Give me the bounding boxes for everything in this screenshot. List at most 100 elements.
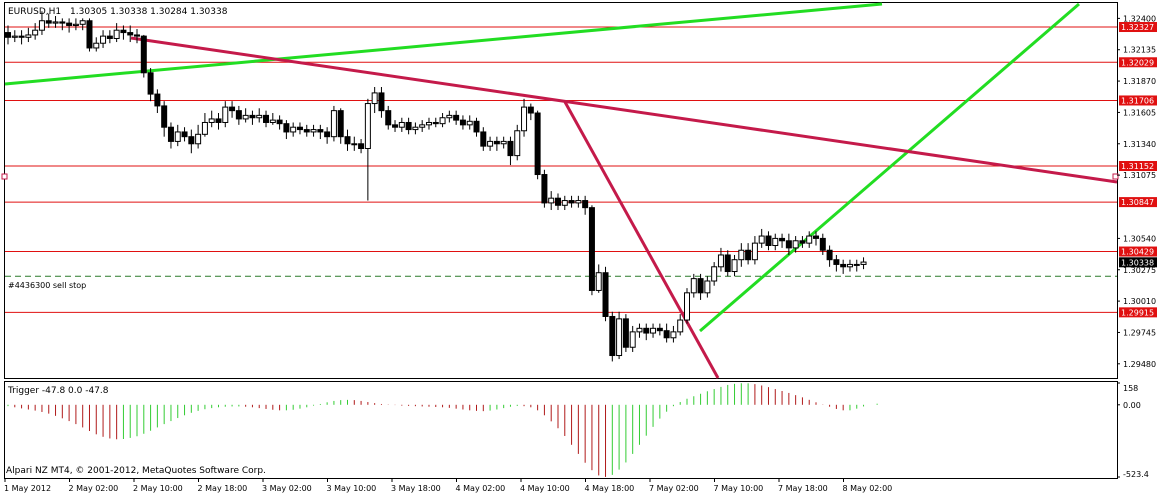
trigger-histogram [7, 383, 878, 477]
candle-body-bull [514, 130, 521, 157]
candle-body-bear [385, 110, 392, 126]
price-level-box [1119, 22, 1157, 33]
candle-body-bull [412, 126, 419, 131]
candle-body-bull [174, 131, 181, 142]
candle-body-bull [310, 129, 317, 133]
candle-body-bear [826, 249, 833, 261]
candle-body-bear [188, 136, 195, 145]
price-level-label: 1.30847 [1121, 198, 1154, 207]
candle-body-bear [5, 32, 11, 38]
candle-body-bear [785, 240, 792, 249]
candle-body-bear [779, 237, 786, 242]
price-tick-label: 1.32400 [1123, 14, 1156, 23]
price-level-label: 1.32029 [1121, 58, 1154, 67]
bear-trendline-long[interactable] [130, 36, 1118, 184]
price-level-label: 1.31706 [1121, 96, 1154, 105]
time-tick-label: 2 May 10:00 [133, 484, 183, 493]
candle-body-bear [588, 207, 595, 291]
price-level-label: 1.32327 [1121, 23, 1154, 32]
candle-body-bear [45, 20, 52, 24]
trendlines[interactable] [1, 2, 1119, 379]
price-tick-label: 1.31605 [1123, 108, 1156, 117]
candle-body-bear [813, 235, 820, 239]
candle-body-bear [554, 197, 561, 206]
price-level-box [1119, 95, 1157, 106]
candle-body-bull [446, 114, 453, 119]
candle-body-bear [493, 140, 500, 145]
bull-trendline-upper[interactable] [4, 2, 883, 86]
candle-body-bear [337, 110, 344, 138]
candle-body-bull [521, 106, 528, 132]
candle-body-bull [364, 103, 371, 150]
trend-anchor[interactable] [1, 173, 8, 180]
candle-body-bear [106, 35, 113, 39]
bear-trendline-steep[interactable] [563, 101, 720, 379]
candle-body-bull [52, 21, 59, 24]
candle-body-bear [249, 114, 256, 119]
candle-body-bear [86, 20, 93, 49]
candle-body-bear [480, 131, 487, 147]
candle-body-bear [765, 235, 772, 247]
candle-body-bear [697, 278, 704, 294]
candle-body-bull [466, 120, 473, 126]
time-tick-label: 4 May 18:00 [585, 484, 635, 493]
candle-body-bear [622, 318, 629, 348]
candle-body-bull [575, 200, 582, 204]
candle-body-bear [609, 315, 616, 357]
candle-body-bear [799, 240, 806, 244]
candle-body-bear [724, 254, 731, 273]
trend-anchor[interactable] [1112, 173, 1119, 180]
candle-body-bull [717, 254, 724, 268]
candle-body-bull [256, 114, 263, 119]
price-tick-label: 1.30540 [1123, 234, 1156, 243]
time-tick-label: 3 May 18:00 [391, 484, 441, 493]
candle-body-bear [317, 129, 324, 133]
candle-body-bull [419, 124, 426, 128]
candle-body-bull [636, 327, 643, 333]
candle-body-bear [215, 118, 222, 123]
candle-body-bear [405, 121, 412, 131]
candle-body-bear [602, 272, 609, 317]
candle-body-bull [72, 23, 79, 26]
indicator-title: Trigger -47.8 0.0 -47.8 [7, 386, 109, 396]
candle-body-bull [290, 126, 297, 133]
candle-body-bear [534, 112, 541, 176]
candle-body-bear [18, 35, 25, 38]
candle-body-bear [181, 131, 188, 138]
candle-body-bear [378, 92, 385, 112]
candle-body-bear [453, 114, 460, 121]
candle-body-bear [154, 93, 161, 107]
candle-body-bull [25, 34, 32, 38]
price-tick-label: 1.32135 [1123, 46, 1156, 55]
horizontal-levels[interactable]: 1.32327 1.32029 1.31706 1.31152 1.30847 1.304… [5, 22, 1157, 318]
candle-body-bull [792, 240, 799, 249]
candle-body-bull [100, 35, 107, 44]
candle-body-bear [120, 29, 127, 34]
indicator-tick-label: 158 [1123, 384, 1138, 393]
candle-body-bear [392, 124, 399, 128]
time-tick-label: 7 May 18:00 [778, 484, 828, 493]
candle-body-bull [738, 249, 745, 261]
candle-body-bear [663, 330, 670, 339]
candle-body-bear [527, 106, 534, 114]
candle-body-bull [806, 235, 813, 244]
time-tick-label: 1 May 2012 [4, 484, 51, 493]
candle-body-bull [330, 110, 337, 138]
candle-body-bear [324, 131, 331, 138]
bull-trendline-lower[interactable] [699, 2, 1080, 333]
candle-body-bear [432, 121, 439, 125]
time-tick-label: 2 May 18:00 [198, 484, 248, 493]
candle-body-bull [242, 114, 249, 120]
candle-body-bull [208, 118, 215, 123]
candle-body-bull [439, 117, 446, 125]
candle-body-bear [582, 200, 589, 209]
candle-body-bear [473, 120, 480, 133]
time-tick-label: 8 May 02:00 [843, 484, 893, 493]
candle-body-bear [303, 129, 310, 133]
price-tick-label: 1.29745 [1123, 328, 1156, 337]
time-tick-label: 3 May 10:00 [327, 484, 377, 493]
price-axis: 1.32400 1.32135 1.31870 1.31605 1.31340 1.310… [1117, 14, 1156, 369]
candle-body-bull [772, 237, 779, 247]
